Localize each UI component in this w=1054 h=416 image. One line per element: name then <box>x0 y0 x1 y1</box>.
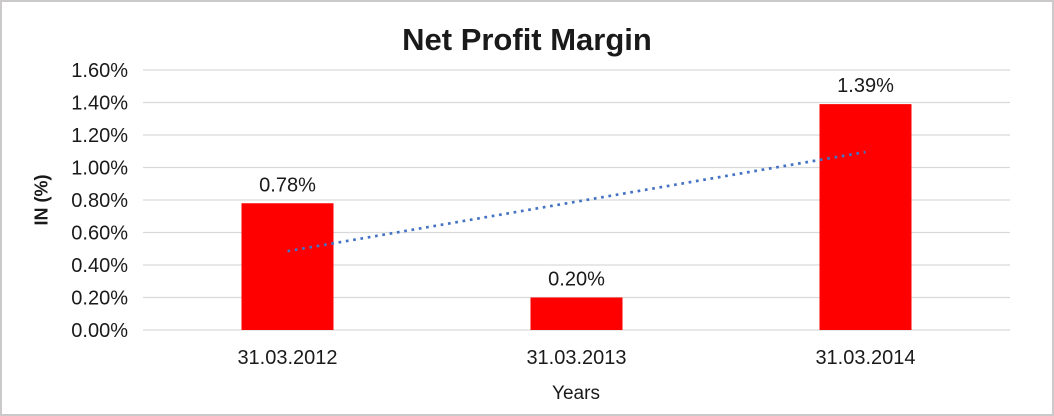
bar <box>241 203 334 330</box>
y-tick-label: 0.20% <box>71 288 128 310</box>
chart-title: Net Profit Margin <box>402 22 652 57</box>
bar-data-label: 0.20% <box>548 269 605 291</box>
y-tick-label: 1.00% <box>71 158 128 180</box>
y-tick-label: 0.00% <box>71 320 128 342</box>
x-tick-label: 31.03.2013 <box>526 347 626 369</box>
bar-data-label: 0.78% <box>259 174 316 196</box>
y-tick-label: 0.60% <box>71 223 128 245</box>
y-tick-label: 0.80% <box>71 190 128 212</box>
bar-data-label: 1.39% <box>837 75 894 97</box>
bar <box>530 297 623 330</box>
bar <box>819 104 912 330</box>
y-tick-label: 0.40% <box>71 255 128 277</box>
x-axis-title: Years <box>552 383 600 404</box>
x-tick-label: 31.03.2012 <box>237 347 337 369</box>
trendline <box>287 150 866 253</box>
y-tick-label: 1.40% <box>71 93 128 115</box>
y-tick-label: 1.60% <box>71 60 128 82</box>
y-tick-label: 1.20% <box>71 125 128 147</box>
x-tick-label: 31.03.2014 <box>815 347 915 369</box>
